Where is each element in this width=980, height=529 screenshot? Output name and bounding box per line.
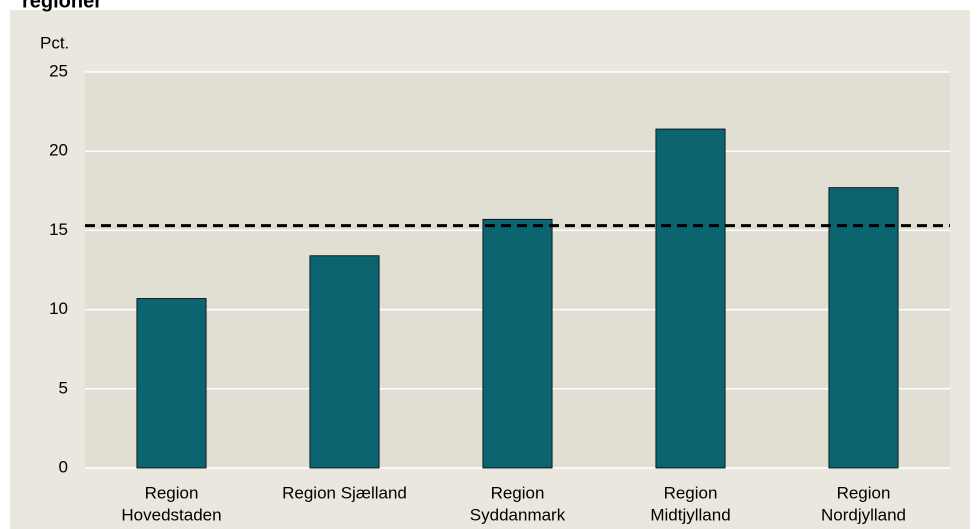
x-tick-label: Region bbox=[145, 483, 199, 502]
x-tick-label: Region Sjælland bbox=[282, 483, 407, 502]
x-tick-label: Syddanmark bbox=[470, 505, 566, 524]
y-tick-label: 15 bbox=[49, 220, 68, 239]
x-tick-label: Nordjylland bbox=[821, 505, 906, 524]
y-tick-label: 20 bbox=[49, 141, 68, 160]
bar bbox=[136, 298, 207, 469]
y-tick-label: 25 bbox=[49, 61, 68, 80]
chart-title: regioner bbox=[22, 0, 102, 12]
y-axis-label: Pct. bbox=[40, 33, 69, 52]
y-tick-label: 10 bbox=[49, 299, 68, 318]
bar bbox=[309, 255, 380, 469]
y-tick-label: 0 bbox=[59, 457, 68, 476]
x-tick-label: Region bbox=[837, 483, 891, 502]
x-tick-label: Hovedstaden bbox=[121, 505, 221, 524]
x-tick-label: Midtjylland bbox=[650, 505, 730, 524]
x-tick-label: Region bbox=[664, 483, 718, 502]
bar bbox=[655, 128, 726, 469]
x-tick-label: Region bbox=[491, 483, 545, 502]
bar bbox=[482, 218, 553, 469]
bar bbox=[828, 187, 899, 469]
y-tick-label: 5 bbox=[59, 378, 68, 397]
